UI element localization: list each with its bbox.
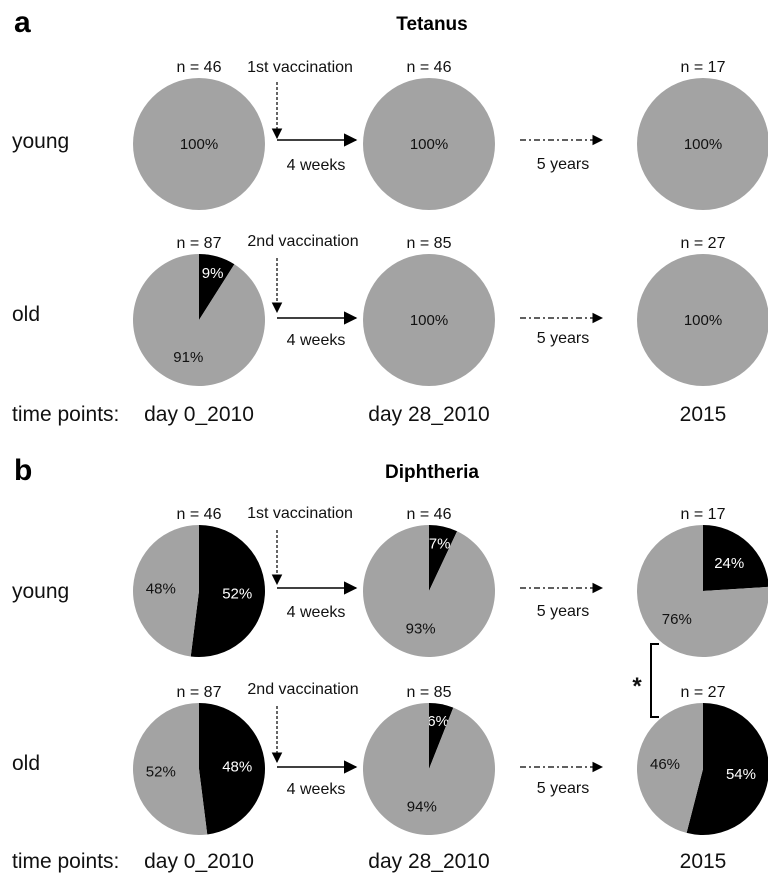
slice-label: 100% (684, 136, 722, 153)
n-label: n = 17 (681, 506, 726, 523)
slice-label: 100% (410, 312, 448, 329)
n-label: n = 87 (177, 235, 222, 252)
slice-label: 52% (222, 585, 252, 602)
pie-slice-gray (133, 703, 208, 835)
slice-label: 48% (222, 759, 252, 776)
slice-label: 91% (173, 349, 203, 366)
slice-label: 93% (406, 620, 436, 637)
slice-label: 100% (684, 312, 722, 329)
n-label: n = 27 (681, 684, 726, 701)
slice-label: 94% (407, 799, 437, 816)
pie-slice-gray (363, 78, 495, 210)
interval-label: 5 years (537, 780, 589, 797)
pie-slice-gray (637, 254, 768, 386)
n-label: n = 46 (177, 506, 222, 523)
pie-slice-black (686, 703, 768, 835)
interval-label: 5 years (537, 156, 589, 173)
n-label: n = 85 (407, 235, 452, 252)
slice-label: 54% (726, 766, 756, 783)
panel-a: a Tetanus young old 1st vaccination 4 we… (12, 6, 768, 426)
slice-label: 46% (650, 756, 680, 773)
pie-slice-black (703, 525, 768, 591)
pie-group: n = 46 52% 48% n = 46 7% 93% n = 17 24% 76% n = 8… (133, 506, 768, 835)
slice-label: 100% (180, 136, 218, 153)
n-label: n = 46 (177, 59, 222, 76)
vaccination-label: 2nd vaccination (247, 681, 358, 698)
slice-label: 48% (146, 581, 176, 598)
pie-slice-black (199, 703, 266, 835)
vaccination-label: 1st vaccination (247, 59, 353, 76)
pie-slice-black (190, 525, 266, 657)
n-label: n = 27 (681, 235, 726, 252)
pie-slice-gray (637, 525, 768, 657)
pie-slice-gray (133, 78, 265, 210)
n-label: n = 87 (177, 684, 222, 701)
vaccination-label: 2nd vaccination (247, 233, 358, 250)
column-label: 2015 (680, 403, 727, 426)
pie-group: n = 46 100% n = 46 100% n = 17 100% n = 87 9% 91… (133, 59, 768, 386)
pie-slice-gray (637, 78, 768, 210)
pie-slice-black (199, 254, 235, 320)
interval-label: 4 weeks (287, 604, 346, 621)
n-label: n = 85 (407, 684, 452, 701)
slice-label: 7% (429, 535, 451, 552)
column-label: day 28_2010 (368, 403, 489, 426)
column-label: day 28_2010 (368, 850, 489, 873)
n-label: n = 46 (407, 59, 452, 76)
pie-slice-gray (133, 525, 199, 657)
pie-slice-black (429, 703, 454, 769)
interval-label: 4 weeks (287, 157, 346, 174)
panel-title: Diphtheria (385, 462, 479, 483)
vaccination-label: 1st vaccination (247, 505, 353, 522)
pie-slice-black (429, 525, 458, 591)
row-label-old: old (12, 303, 40, 326)
row-label-young: young (12, 130, 69, 153)
significance-label: * (632, 673, 642, 700)
column-label: day 0_2010 (144, 850, 254, 873)
interval-label: 4 weeks (287, 781, 346, 798)
slice-label: 24% (714, 555, 744, 572)
pie-slice-gray (636, 703, 703, 833)
significance-bracket (650, 643, 659, 718)
column-label: day 0_2010 (144, 403, 254, 426)
slice-label: 76% (662, 611, 692, 628)
pie-slice-gray (362, 525, 495, 658)
pie-slice-gray (362, 702, 495, 835)
interval-label: 5 years (537, 603, 589, 620)
interval-label: 4 weeks (287, 332, 346, 349)
slice-label: 6% (427, 713, 449, 730)
row-label-old: old (12, 752, 40, 775)
panel-title: Tetanus (396, 14, 467, 35)
panel-letter: b (14, 454, 32, 487)
column-label: 2015 (680, 850, 727, 873)
n-label: n = 46 (407, 506, 452, 523)
panel-b: b Diphtheria young old 1st vaccination 4… (12, 454, 768, 873)
interval-label: 5 years (537, 330, 589, 347)
slice-label: 52% (146, 763, 176, 780)
n-label: n = 17 (681, 59, 726, 76)
slice-label: 9% (202, 265, 224, 282)
pie-slice-gray (133, 254, 265, 386)
panel-letter: a (14, 6, 31, 39)
row-label-young: young (12, 580, 69, 603)
slice-label: 100% (410, 136, 448, 153)
time-points-label: time points: (12, 850, 119, 873)
pie-slice-gray (363, 254, 495, 386)
time-points-label: time points: (12, 403, 119, 426)
